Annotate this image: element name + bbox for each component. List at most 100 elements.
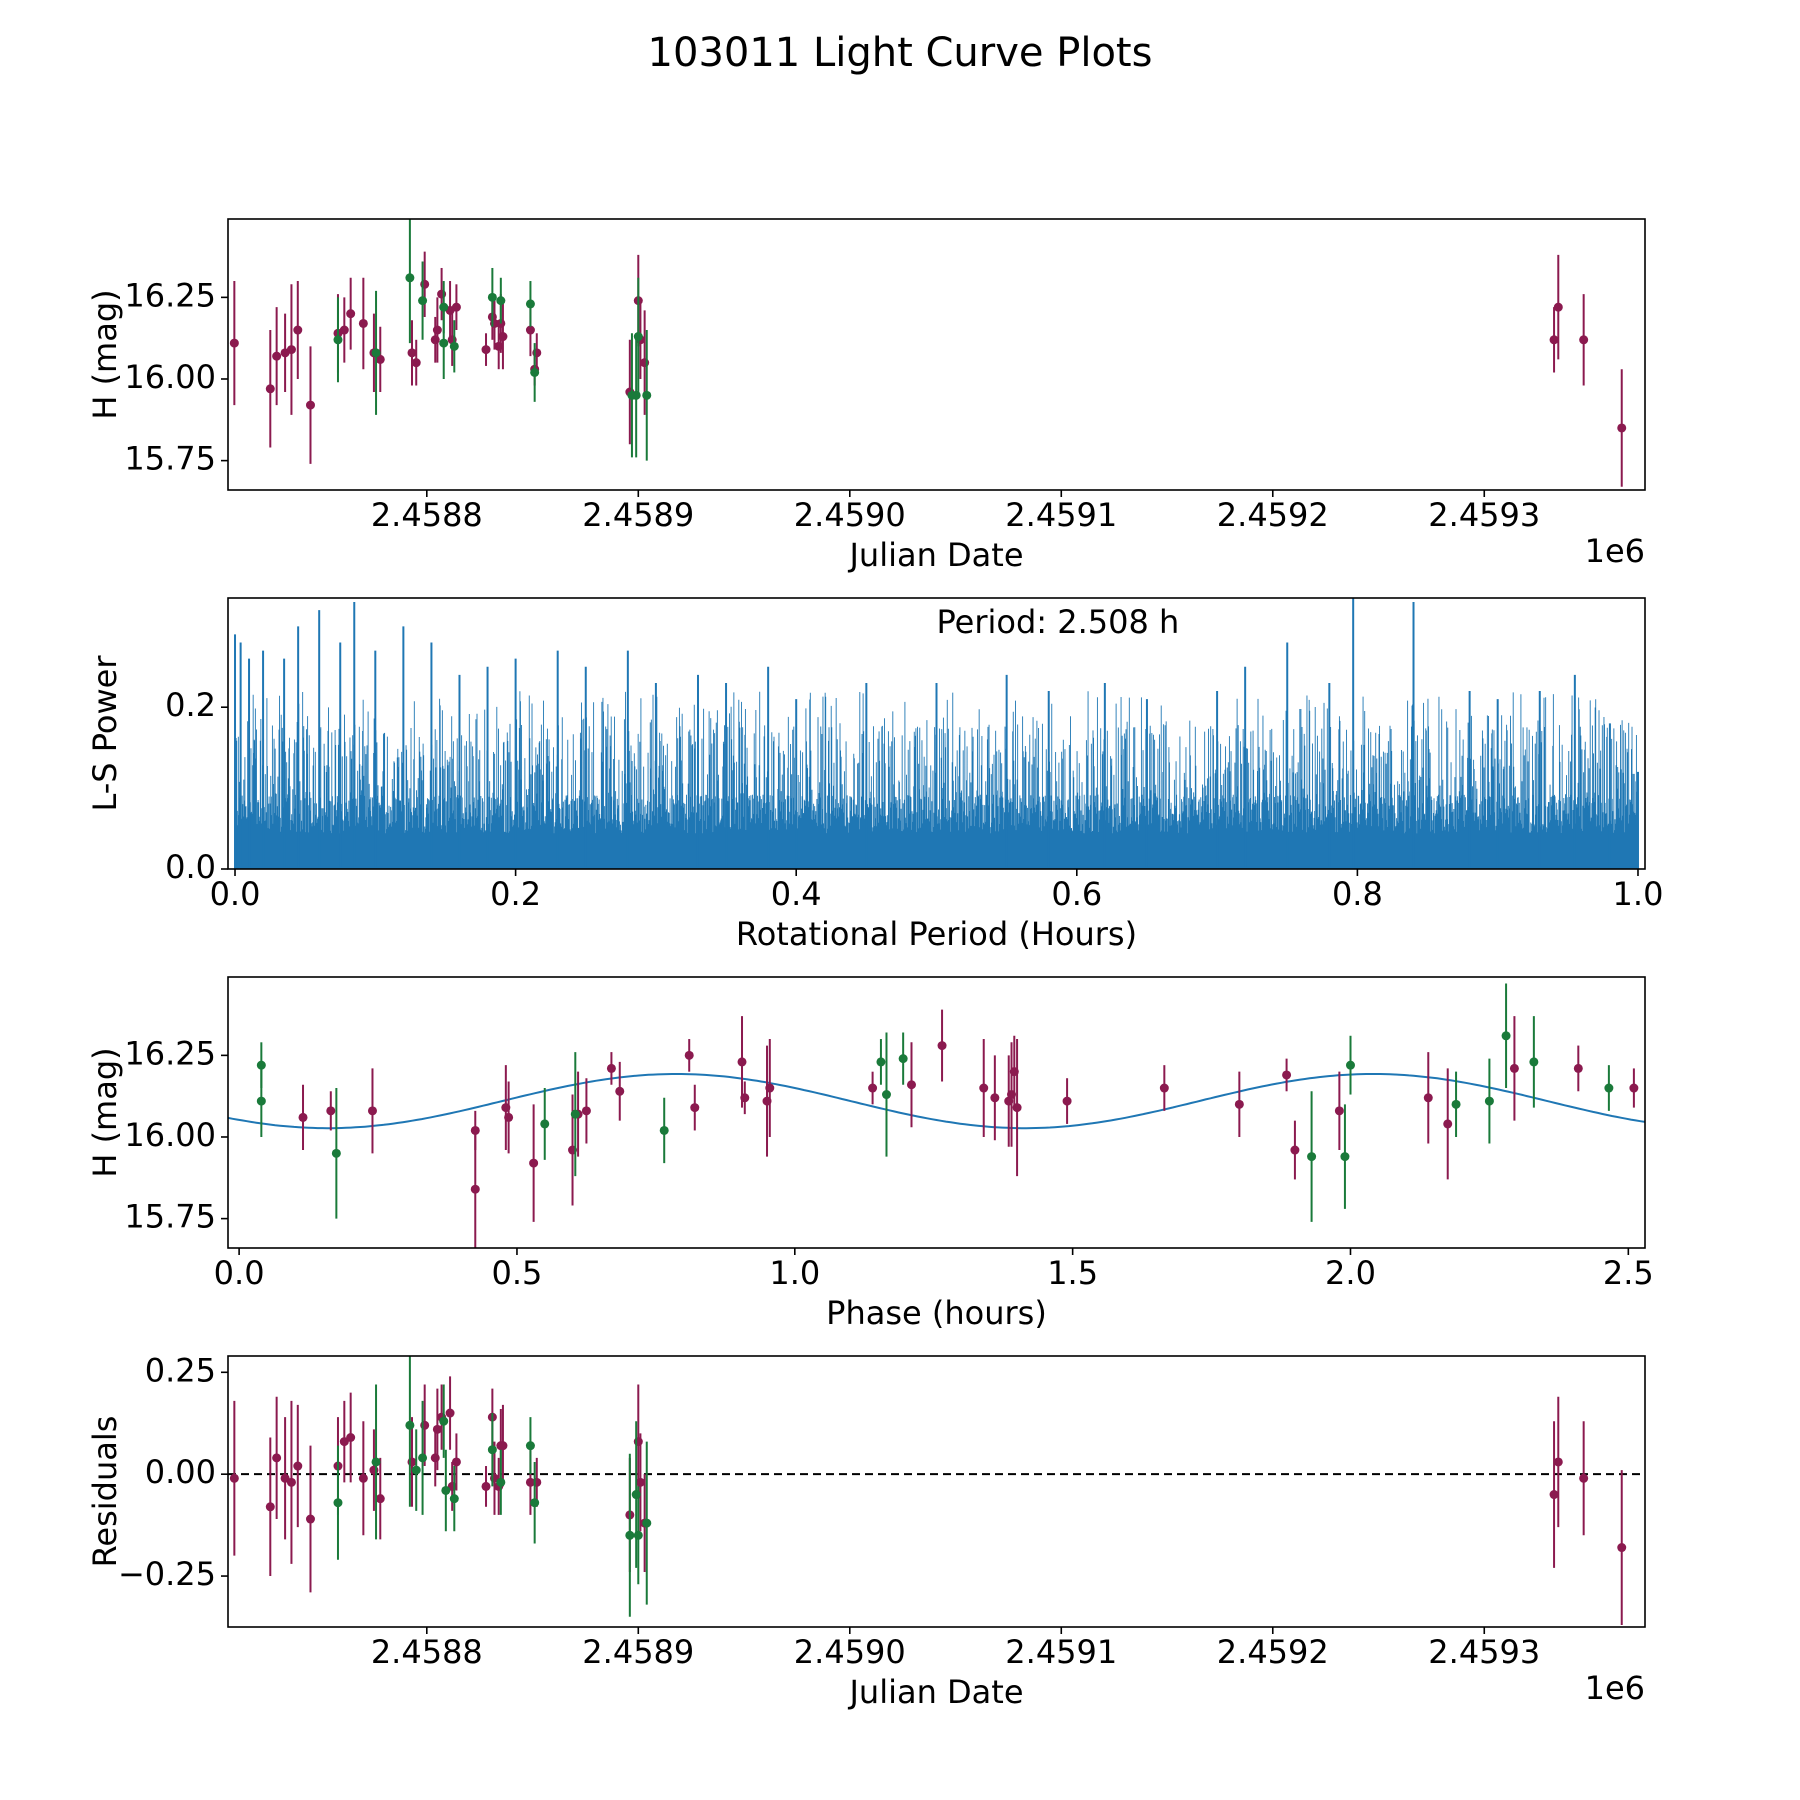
y-tick-label: 15.75 [124, 1198, 216, 1236]
maroon-point [432, 325, 442, 335]
maroon-point [868, 1083, 878, 1093]
maroon-point [1629, 1083, 1639, 1093]
x-offset-label: 1e6 [1585, 1669, 1645, 1707]
maroon-point [298, 1112, 308, 1122]
maroon-point [265, 1502, 275, 1512]
x-tick-label: 1.0 [769, 1254, 820, 1292]
maroon-point [451, 302, 461, 312]
y-axis-label: H (mag) [86, 289, 124, 419]
maroon-point [529, 1158, 539, 1168]
green-point [530, 367, 540, 377]
phase-folded-panel: 0.0 0.5 1.0 1.5 2.0 2.5 15.75 16.00 16.25 Phase (… [86, 976, 1654, 1332]
maroon-point [1553, 1457, 1563, 1467]
green-point [418, 1453, 428, 1463]
x-tick-label: 0.2 [490, 875, 541, 913]
green-point [570, 1109, 580, 1119]
y-tick-label: 0.2 [165, 686, 216, 724]
x-tick-label: 2.4593 [1428, 496, 1540, 534]
maroon-point [229, 1473, 239, 1483]
maroon-point [445, 1408, 455, 1418]
maroon-point [1549, 1490, 1559, 1500]
maroon-point [1579, 335, 1589, 345]
maroon-point [305, 400, 315, 410]
y-tick-label: 16.25 [124, 276, 216, 314]
green-point [1340, 1152, 1350, 1162]
maroon-point [498, 332, 508, 342]
maroon-point [272, 351, 282, 361]
maroon-point [432, 1424, 442, 1434]
plot-area [228, 1356, 1645, 1625]
green-point [496, 1477, 506, 1487]
green-point [1604, 1083, 1614, 1093]
maroon-point [1159, 1083, 1169, 1093]
maroon-point [525, 325, 535, 335]
x-tick-label: 2.4592 [1217, 1633, 1329, 1671]
green-point [496, 296, 506, 306]
plot-area [228, 983, 1645, 1248]
x-tick-label: 2.4589 [582, 1633, 694, 1671]
x-tick-label: 0.4 [771, 875, 822, 913]
maroon-point [1334, 1106, 1344, 1116]
maroon-point [451, 1457, 461, 1467]
green-point [333, 335, 343, 345]
maroon-point [906, 1080, 916, 1090]
green-point [1345, 1060, 1355, 1070]
maroon-point [437, 289, 447, 299]
axes-frame [227, 1355, 1646, 1628]
green-point [371, 1457, 381, 1467]
maroon-point [358, 1473, 368, 1483]
x-tick-label: 1.0 [1613, 875, 1664, 913]
x-tick-label: 1.5 [1047, 1254, 1098, 1292]
maroon-point [532, 1477, 542, 1487]
maroon-point [272, 1453, 282, 1463]
green-point [411, 1465, 421, 1475]
light-curve-panel: 2.4588 2.4589 2.4590 2.4591 2.4592 2.4593 15.7… [86, 218, 1646, 574]
maroon-point [1290, 1145, 1300, 1155]
green-point [331, 1148, 341, 1158]
green-point [439, 302, 449, 312]
green-point [405, 273, 415, 283]
maroon-point [498, 1441, 508, 1451]
maroon-point [358, 318, 368, 328]
maroon-point [1553, 302, 1563, 312]
period-annotation: Period: 2.508 h [937, 603, 1180, 641]
green-point [449, 341, 459, 351]
axes-frame [227, 976, 1646, 1249]
axes-frame [227, 218, 1646, 491]
maroon-point [1012, 1103, 1022, 1113]
maroon-point [494, 341, 504, 351]
green-point [625, 1530, 635, 1540]
maroon-point [346, 1433, 356, 1443]
green-point [487, 1445, 497, 1455]
maroon-point [286, 1477, 296, 1487]
green-point [1484, 1096, 1494, 1106]
green-point [876, 1057, 886, 1067]
maroon-point [504, 1112, 514, 1122]
green-point [540, 1119, 550, 1129]
y-tick-label: 16.00 [124, 358, 216, 396]
maroon-point [470, 1184, 480, 1194]
maroon-point [305, 1514, 315, 1524]
x-tick-label: 2.5 [1603, 1254, 1654, 1292]
maroon-point [420, 279, 430, 289]
maroon-point [407, 348, 417, 358]
maroon-point [690, 1103, 700, 1113]
maroon-point [481, 345, 491, 355]
maroon-point [407, 1457, 417, 1467]
maroon-point [420, 1420, 430, 1430]
figure-title: 103011 Light Curve Plots [648, 30, 1153, 76]
maroon-point [1062, 1096, 1072, 1106]
green-point [881, 1090, 891, 1100]
x-axis-label: Phase (hours) [826, 1294, 1047, 1332]
green-point [659, 1125, 669, 1135]
maroon-point [481, 1481, 491, 1491]
maroon-point [737, 1057, 747, 1067]
maroon-point [430, 1453, 440, 1463]
green-point [439, 338, 449, 348]
green-point [530, 1498, 540, 1508]
green-point [1501, 1031, 1511, 1041]
y-tick-label: 16.25 [124, 1034, 216, 1072]
maroon-point [606, 1063, 616, 1073]
x-tick-label: 0.6 [1051, 875, 1102, 913]
green-point [333, 1498, 343, 1508]
